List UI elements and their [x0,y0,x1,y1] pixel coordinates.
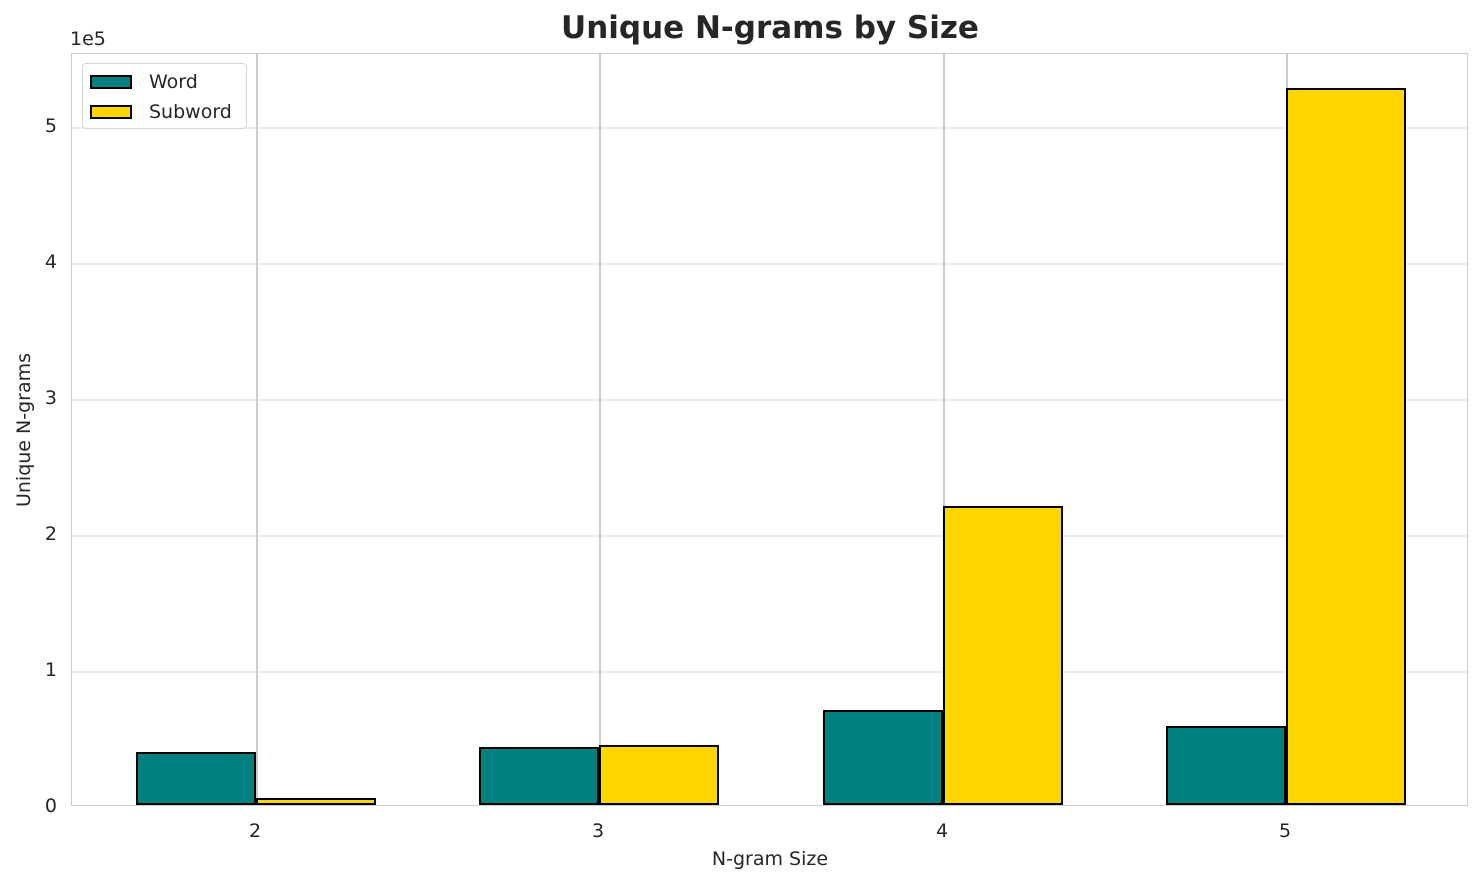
v-gridline [943,54,945,805]
y-tick-label: 4 [44,251,57,273]
legend-label-subword: Subword [149,101,232,123]
y-tick-label: 2 [44,523,57,545]
y-axis-offset-label: 1e5 [70,28,106,50]
h-gridline [72,263,1467,265]
x-tick-label: 5 [1278,820,1292,842]
v-gridline [256,54,258,805]
x-tick-label: 4 [935,820,949,842]
y-tick-label: 5 [44,115,57,137]
legend-swatch-subword [90,105,132,119]
x-axis-label: N-gram Size [711,848,829,870]
bar-word-4 [823,709,943,805]
y-tick-label: 0 [44,795,57,817]
bar-word-3 [479,746,599,805]
legend-item-subword: Subword [90,101,232,123]
plot-area [71,53,1468,806]
h-gridline [72,127,1467,129]
chart-title: Unique N-grams by Size [561,10,979,46]
h-gridline [72,535,1467,537]
h-gridline [72,671,1467,673]
legend-label-word: Word [149,71,198,93]
bar-subword-5 [1286,88,1406,805]
x-tick-label: 3 [591,820,605,842]
legend-swatch-word [90,75,132,89]
y-axis-label: Unique N-grams [13,352,35,508]
bar-word-2 [136,751,256,805]
h-gridline [72,399,1467,401]
y-tick-label: 1 [44,659,57,681]
legend-item-word: Word [90,71,198,93]
bar-word-5 [1166,726,1286,805]
v-gridline [599,54,601,805]
bar-subword-4 [943,505,1063,805]
y-tick-label: 3 [44,387,57,409]
legend: Word Subword [82,63,247,129]
bar-subword-3 [599,745,719,805]
bar-subword-2 [256,798,376,805]
x-tick-label: 2 [248,820,262,842]
